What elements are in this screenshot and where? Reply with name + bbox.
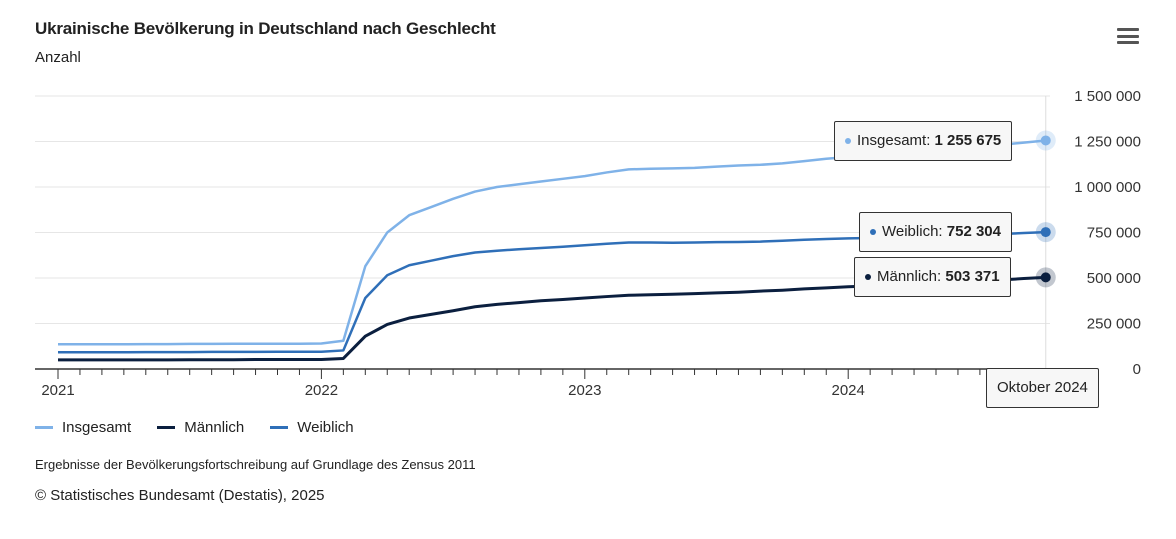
legend-item-maennlich[interactable]: Männlich <box>157 419 244 436</box>
y-tick-label: 500 000 <box>1087 270 1141 287</box>
series-dot-icon <box>845 138 851 145</box>
chart-subtitle: Anzahl <box>35 49 81 66</box>
tooltip-label: Insgesamt: <box>857 132 931 149</box>
x-tick-label: 2023 <box>568 382 601 399</box>
x-tick-label: 2024 <box>832 382 865 399</box>
legend-label: Insgesamt <box>62 419 132 436</box>
footnote: Ergebnisse der Bevölkerungsfortschreibun… <box>35 457 476 472</box>
series-dot-icon <box>870 229 876 236</box>
tooltip-maennlich: Männlich: 503 371 <box>854 257 1011 297</box>
y-tick-label: 1 500 000 <box>1074 88 1141 105</box>
hamburger-menu-icon[interactable] <box>1117 28 1139 46</box>
series-dot-icon <box>865 274 871 281</box>
legend: Insgesamt Männlich Weiblich <box>35 419 354 436</box>
tooltip-insgesamt: Insgesamt: 1 255 675 <box>834 121 1013 161</box>
legend-item-insgesamt[interactable]: Insgesamt <box>35 419 131 436</box>
y-tick-label: 250 000 <box>1087 316 1141 333</box>
tooltip-date: Oktober 2024 <box>986 368 1099 408</box>
x-tick-label: 2021 <box>41 382 74 399</box>
y-tick-label: 750 000 <box>1087 225 1141 242</box>
legend-label: Weiblich <box>297 419 354 436</box>
y-tick-label: 0 <box>1133 361 1141 378</box>
y-tick-label: 1 000 000 <box>1074 179 1141 196</box>
x-tick-label: 2022 <box>305 382 338 399</box>
tooltip-value: 503 371 <box>945 268 1000 285</box>
tooltip-label: Weiblich: <box>882 223 943 240</box>
tooltip-weiblich: Weiblich: 752 304 <box>859 212 1012 252</box>
tooltip-value: 1 255 675 <box>934 132 1002 149</box>
legend-label: Männlich <box>184 419 245 436</box>
legend-item-weiblich[interactable]: Weiblich <box>270 419 354 436</box>
data-point-marker <box>1040 227 1051 238</box>
tooltip-label: Männlich: <box>877 268 942 285</box>
source-credit: © Statistisches Bundesamt (Destatis), 20… <box>35 487 325 504</box>
data-point-marker <box>1040 272 1051 283</box>
chart-title: Ukrainische Bevölkerung in Deutschland n… <box>35 19 496 38</box>
tooltip-value: 752 304 <box>946 223 1001 240</box>
data-point-marker <box>1040 135 1051 146</box>
y-tick-label: 1 250 000 <box>1074 134 1141 151</box>
line-chart: 0 250 000 500 000 750 000 1 000 000 1 250 000… <box>35 88 1141 399</box>
